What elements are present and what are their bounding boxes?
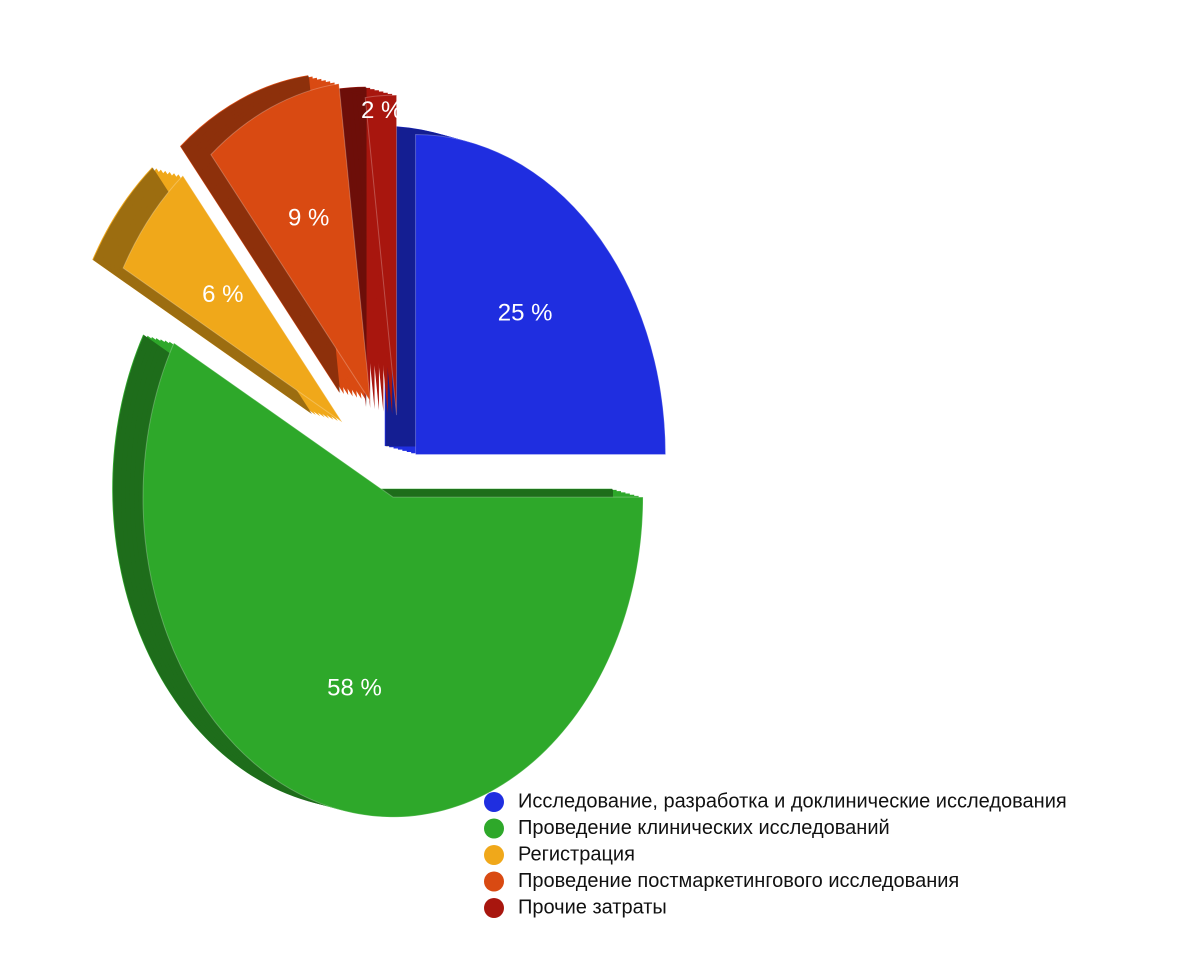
legend-label: Проведение постмаркетингового исследован… [518, 870, 959, 892]
legend-marker [484, 818, 504, 839]
pie-slice [142, 342, 644, 818]
legend-marker [484, 871, 504, 892]
data-label: 25 % [498, 299, 553, 326]
legend-label: Исследование, разработка и доклинические… [518, 790, 1067, 812]
legend-label: Регистрация [518, 843, 635, 865]
pie-slice [210, 83, 371, 402]
legend-marker [484, 792, 504, 812]
data-label: 9 % [288, 204, 329, 231]
pie-slice [122, 174, 343, 423]
legend-label: Проведение клинических исследований [518, 817, 890, 839]
pie-slice [364, 94, 398, 416]
data-label: 58 % [327, 675, 382, 702]
legend-marker [484, 898, 504, 918]
legend-label: Прочие затраты [518, 896, 667, 918]
data-label: 6 % [202, 281, 243, 308]
legend-marker [484, 845, 504, 865]
data-label: 2 % [361, 97, 402, 124]
pie-slice [415, 133, 667, 455]
